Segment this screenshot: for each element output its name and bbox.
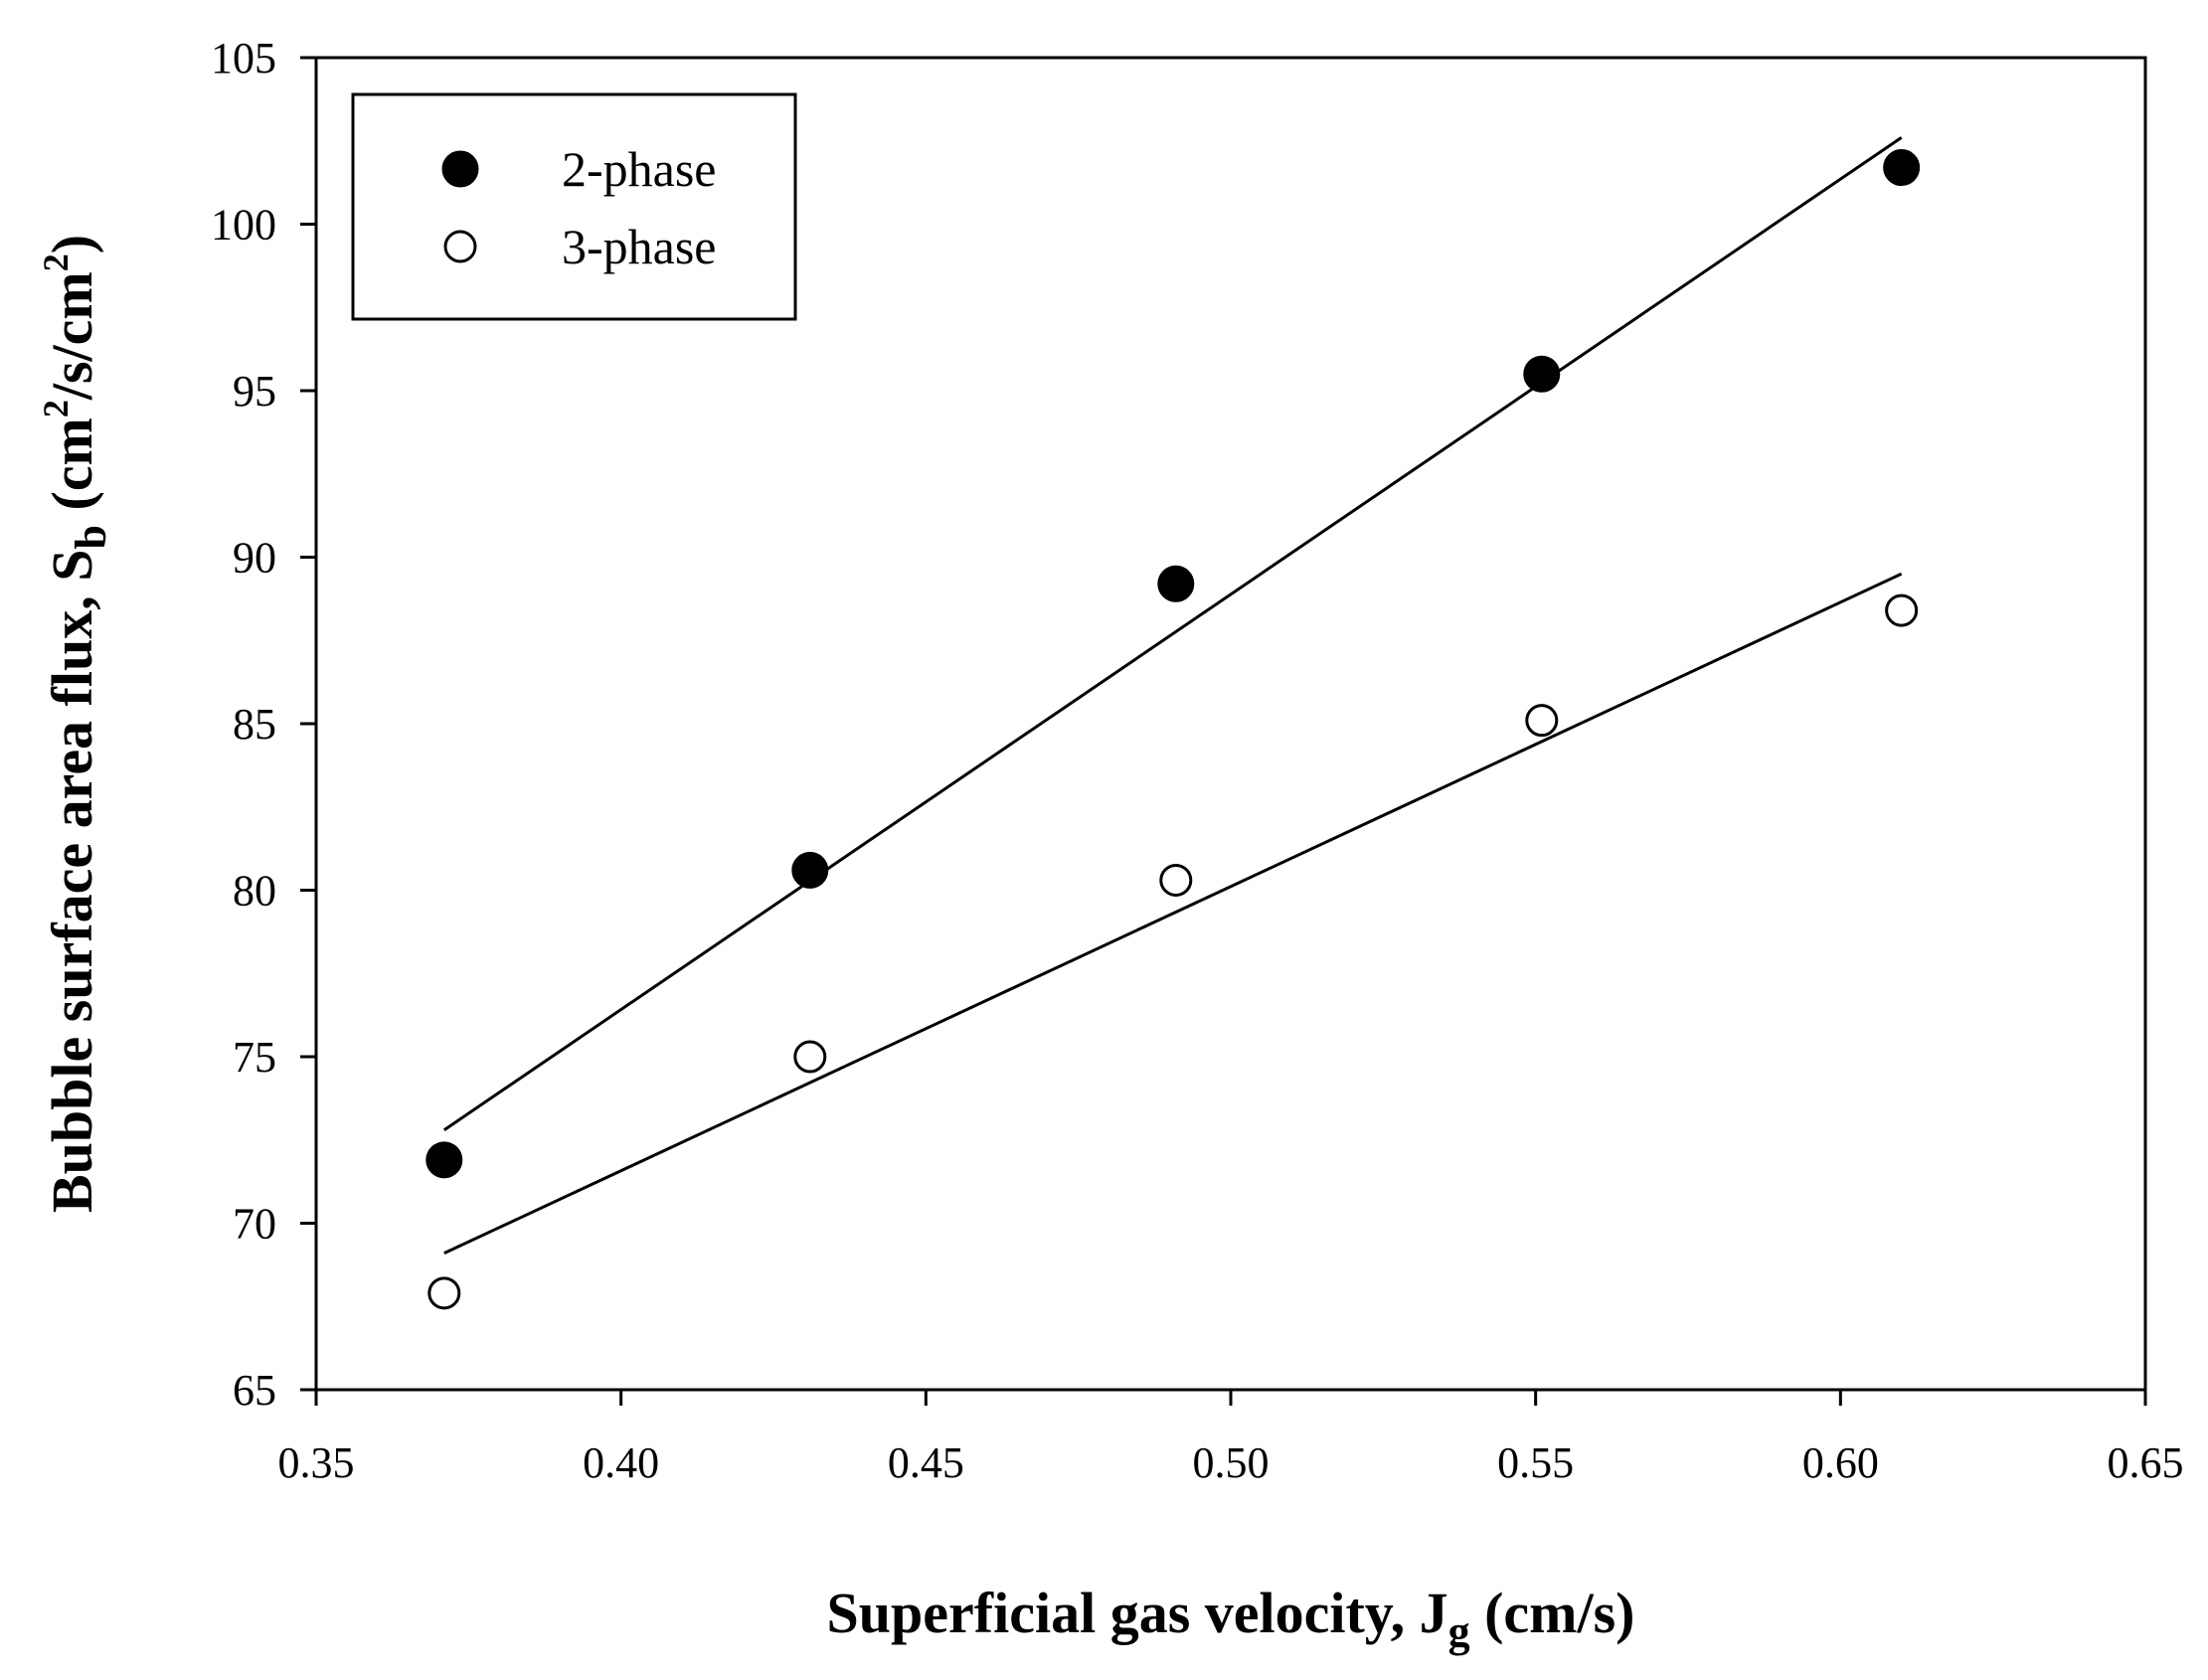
y-tick-label: 85 — [233, 700, 276, 749]
x-tick-label: 0.60 — [1802, 1438, 1879, 1487]
point-2-phase-1 — [791, 851, 829, 889]
point-2-phase-2 — [1157, 565, 1195, 602]
x-tick-label: 0.35 — [278, 1438, 355, 1487]
regression-lines — [442, 136, 1903, 1256]
y-tick-label: 100 — [211, 201, 276, 250]
point-3-phase-4 — [1885, 593, 1919, 627]
legend-label-3-phase: 3-phase — [562, 219, 717, 274]
point-3-phase-3 — [1525, 704, 1559, 738]
y-tick-label: 75 — [233, 1033, 276, 1082]
point-3-phase-1 — [793, 1040, 827, 1074]
x-tick-label: 0.45 — [888, 1438, 964, 1487]
y-axis-title: Bubble surface area flux, Sb (cm2/s/cm2) — [36, 235, 115, 1213]
y-tick-label: 80 — [233, 867, 276, 916]
legend-box — [351, 92, 797, 321]
legend: 2-phase 3-phase — [351, 92, 797, 321]
y-tick-label: 90 — [233, 534, 276, 583]
point-3-phase-2 — [1159, 863, 1193, 897]
y-tick-label: 70 — [233, 1200, 276, 1249]
fit-line-2-phase — [442, 136, 1903, 1131]
point-2-phase-0 — [425, 1141, 463, 1179]
y-tick-label: 105 — [211, 34, 276, 83]
x-tick-label: 0.55 — [1497, 1438, 1574, 1487]
fit-line-3-phase — [443, 572, 1903, 1256]
x-tick-label: 0.50 — [1193, 1438, 1270, 1487]
x-axis-title: Superficial gas velocity, Jg (cm/s) — [827, 1581, 1635, 1656]
legend-label-2-phase: 2-phase — [562, 141, 717, 197]
legend-marker-3-phase — [443, 230, 477, 263]
x-tick-label: 0.65 — [2108, 1438, 2184, 1487]
point-2-phase-3 — [1523, 355, 1561, 393]
point-3-phase-0 — [427, 1276, 461, 1310]
y-tick-label: 95 — [233, 367, 276, 416]
x-tick-label: 0.40 — [583, 1438, 659, 1487]
x-axis-ticks: 0.35 0.40 0.45 0.50 0.55 0.60 0.65 — [278, 1390, 2184, 1487]
data-points — [425, 149, 1921, 1310]
y-tick-label: 65 — [233, 1366, 276, 1415]
point-2-phase-4 — [1883, 149, 1921, 187]
legend-marker-2-phase — [441, 150, 479, 188]
y-axis-ticks: 65 70 75 80 85 90 95 100 105 — [211, 34, 316, 1415]
